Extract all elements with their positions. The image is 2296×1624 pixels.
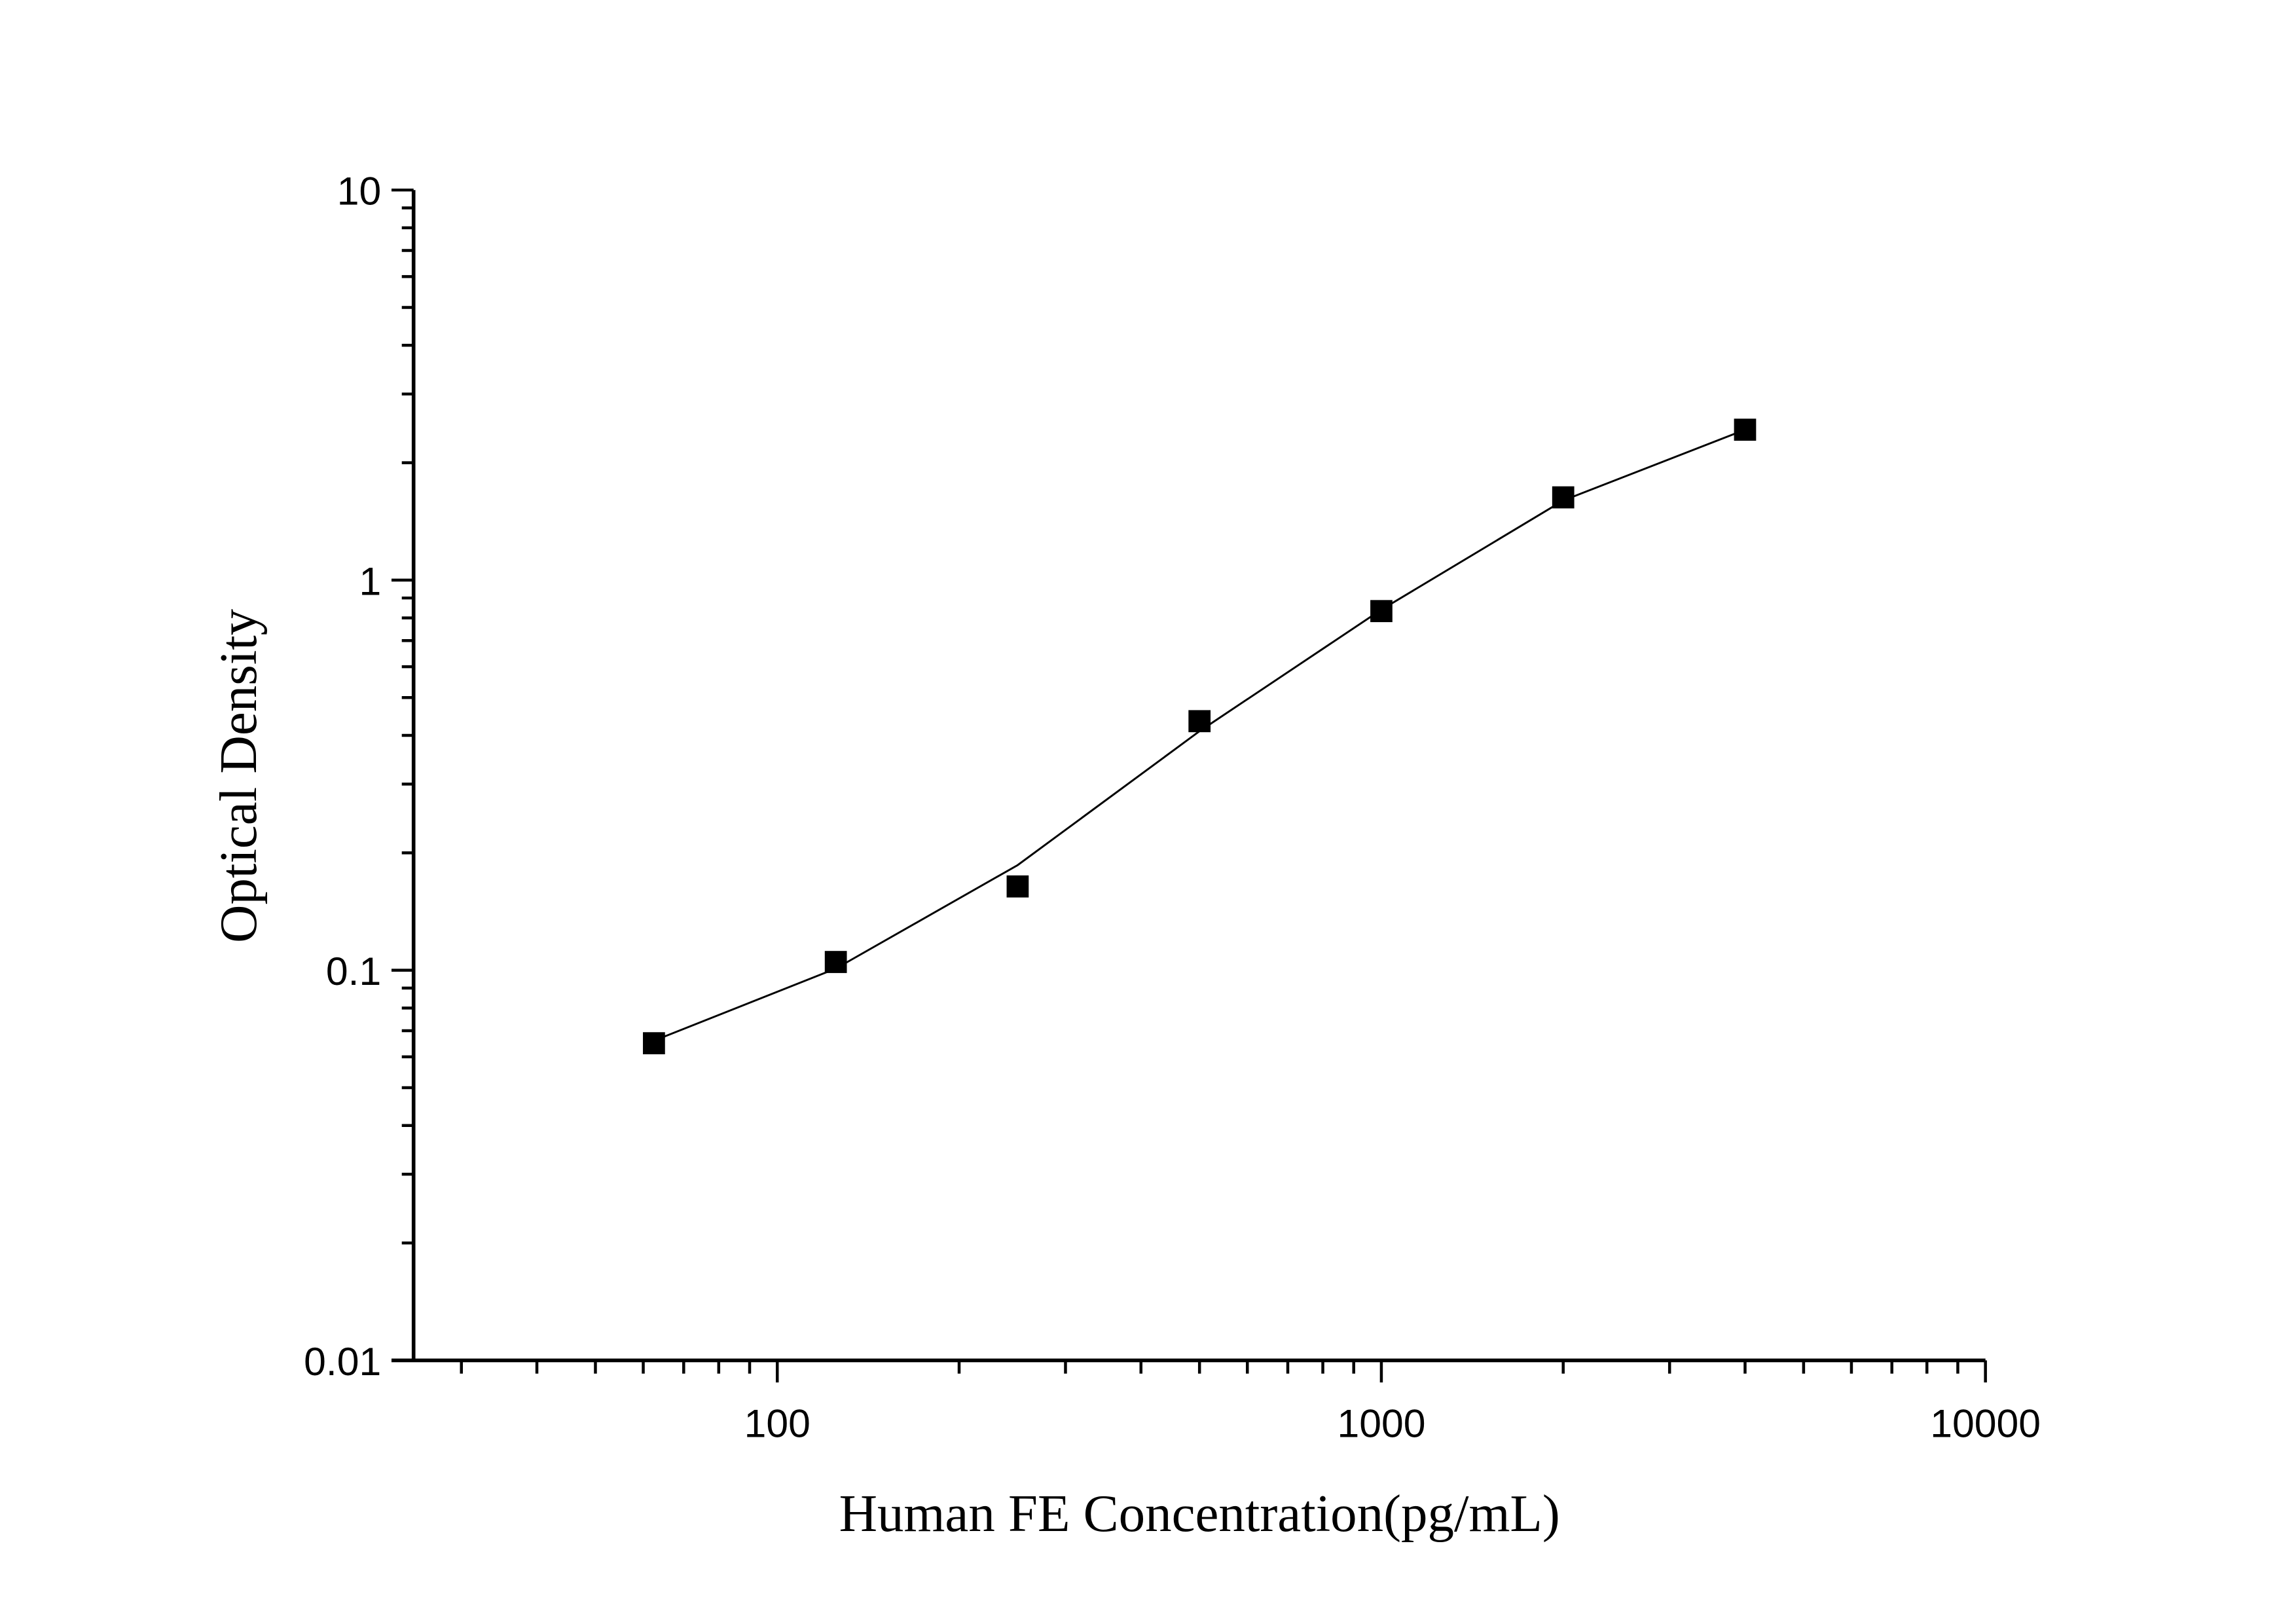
data-point [1734,418,1757,441]
y-tick-label: 1 [359,559,381,603]
data-point [1552,486,1575,509]
fit-curve [653,428,1746,1042]
fit-curve-group [653,428,1746,1042]
y-tick-label: 0.1 [326,949,381,993]
x-tick-label: 10000 [1930,1401,2041,1445]
x-tick-label: 1000 [1337,1401,1425,1445]
y-axis-title: Optical Density [209,608,268,943]
data-point [1006,875,1029,898]
axes: 100 1000 10000 0.01 0.1 1 10 [304,169,2041,1446]
data-point [1188,710,1211,733]
x-axis-title: Human FE Concentration(pg/mL) [839,1484,1560,1543]
data-point [824,951,847,973]
data-point [1370,600,1393,623]
data-point [643,1032,665,1054]
data-points [643,418,1757,1054]
y-tick-label: 10 [337,169,382,213]
x-tick-label: 100 [744,1401,811,1445]
y-tick-label: 0.01 [304,1339,381,1384]
